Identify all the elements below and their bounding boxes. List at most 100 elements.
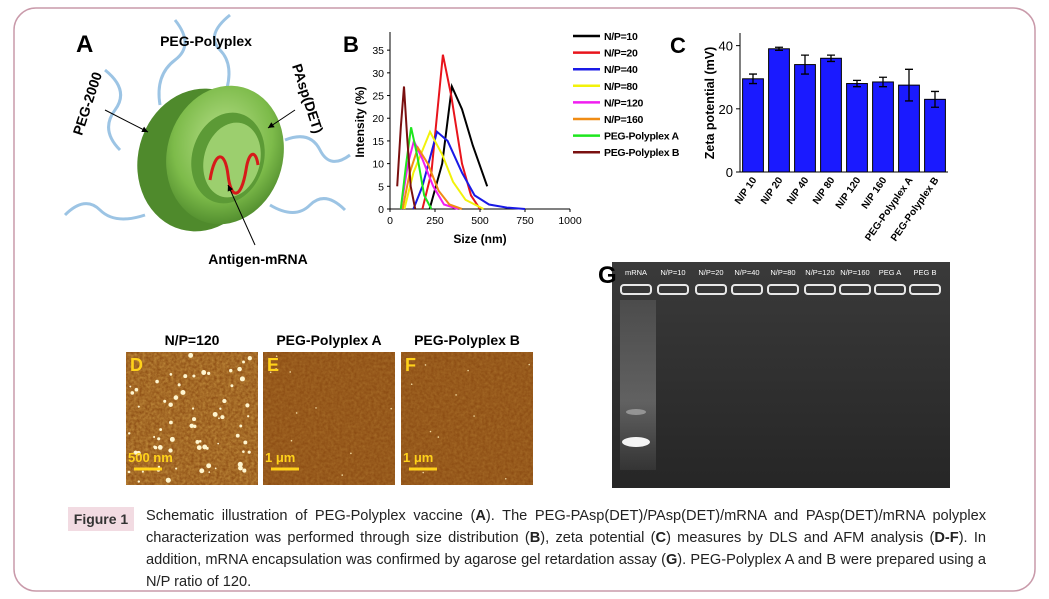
afm-title: N/P=120 — [165, 332, 220, 348]
afm-particle — [219, 407, 222, 410]
gel-well — [909, 284, 941, 295]
afm-particle — [168, 448, 173, 453]
afm-letter: E — [267, 355, 279, 375]
afm-particle — [212, 411, 218, 417]
afm-particle — [275, 367, 277, 370]
y-tick-label: 15 — [372, 136, 384, 148]
error-bar — [879, 76, 887, 88]
bar — [768, 48, 790, 173]
bar — [742, 78, 764, 173]
afm-particle — [201, 370, 207, 375]
y-tick-label: 20 — [719, 102, 733, 117]
lane-label: N/P=20 — [698, 268, 723, 277]
afm-particle — [315, 407, 317, 409]
schematic — [63, 13, 351, 246]
afm-particle — [235, 433, 240, 438]
afm-particle — [155, 379, 159, 384]
afm-particle — [242, 450, 245, 453]
legend-label: N/P=40 — [604, 64, 638, 76]
figure-label: Figure 1 — [68, 507, 134, 531]
data-line — [412, 130, 526, 210]
panel-letter: C — [670, 33, 686, 58]
caption-bold: G — [665, 552, 678, 568]
afm-particle — [237, 461, 243, 467]
afm-particle — [222, 398, 227, 404]
data-line — [428, 82, 489, 210]
afm-particle — [192, 417, 197, 422]
afm-particle — [422, 471, 425, 474]
gel-well — [839, 284, 871, 295]
afm-particle — [202, 444, 208, 450]
afm-particle — [193, 424, 197, 429]
afm-particle — [390, 407, 393, 410]
afm-particle — [196, 445, 202, 450]
schematic-label: PEG-2000 — [70, 70, 105, 137]
caption-text: ) measures by DLS and AFM analysis ( — [666, 530, 935, 546]
afm-title: PEG-Polyplex B — [414, 332, 520, 348]
afm-particle — [243, 440, 248, 445]
afm-particle — [192, 374, 196, 378]
bar — [924, 98, 946, 173]
error-bar — [931, 90, 939, 108]
afm-particle — [429, 430, 432, 433]
afm-particle — [188, 352, 194, 358]
afm-particle — [437, 436, 440, 438]
x-axis-label: Size (nm) — [453, 232, 506, 246]
lane-label: N/P=80 — [770, 268, 795, 277]
afm-title: PEG-Polyplex A — [276, 332, 381, 348]
caption: Schematic illustration of PEG-Polyplex v… — [146, 505, 986, 593]
caption-text: ). The PEG-PAsp(DET)/PAsp(DET)/mRNA and … — [146, 508, 986, 546]
afm-particle — [134, 387, 139, 392]
y-tick-label: 5 — [378, 181, 384, 193]
bar — [820, 57, 842, 173]
afm-particle — [153, 435, 156, 438]
afm-particle — [275, 355, 278, 358]
panel-letter: A — [76, 31, 93, 58]
afm-particle — [214, 467, 217, 470]
afm-particle — [159, 428, 163, 431]
afm-particle — [410, 383, 413, 386]
gel-well — [657, 284, 689, 295]
afm-particle — [467, 369, 469, 372]
legend-label: PEG-Polyplex A — [604, 131, 679, 143]
afm-particle — [137, 480, 141, 483]
caption-text: ), zeta potential ( — [540, 530, 656, 546]
afm-particle — [136, 450, 141, 456]
error-bar — [827, 54, 835, 63]
schematic-label: PAsp(DET) — [289, 62, 326, 135]
gel-image — [612, 262, 950, 488]
afm-particle — [127, 470, 131, 474]
error-bar — [801, 54, 809, 75]
x-tick-label: N/P 80 — [811, 175, 838, 207]
afm-particle — [504, 477, 507, 480]
gel-well — [874, 284, 906, 295]
bar — [846, 83, 868, 173]
lane-label: PEG B — [914, 268, 937, 277]
afm-particle — [230, 384, 234, 388]
afm-particle — [229, 368, 233, 373]
lane-label: N/P=120 — [805, 268, 834, 277]
y-tick-label: 10 — [372, 159, 384, 171]
caption-bold: B — [529, 530, 541, 546]
x-tick-label: N/P 20 — [759, 175, 786, 207]
data-line — [399, 127, 433, 210]
afm-particle — [191, 407, 195, 410]
gel-well — [767, 284, 799, 295]
afm-particle — [247, 356, 252, 361]
legend-label: N/P=20 — [604, 48, 638, 60]
afm-texture — [401, 352, 533, 485]
afm-particle — [169, 373, 173, 376]
y-tick-label: 35 — [372, 45, 384, 57]
afm-particle — [247, 450, 251, 454]
legend-label: N/P=160 — [604, 114, 644, 126]
afm-texture — [126, 352, 258, 485]
afm-particle — [238, 465, 243, 471]
x-tick-label: N/P 40 — [785, 175, 812, 207]
afm-particle — [242, 468, 247, 473]
legend-label: N/P=120 — [604, 97, 644, 109]
lane-label: N/P=10 — [660, 268, 685, 277]
afm-particle — [239, 424, 243, 428]
lane-label: N/P=160 — [840, 268, 869, 277]
y-tick-label: 0 — [726, 165, 733, 180]
